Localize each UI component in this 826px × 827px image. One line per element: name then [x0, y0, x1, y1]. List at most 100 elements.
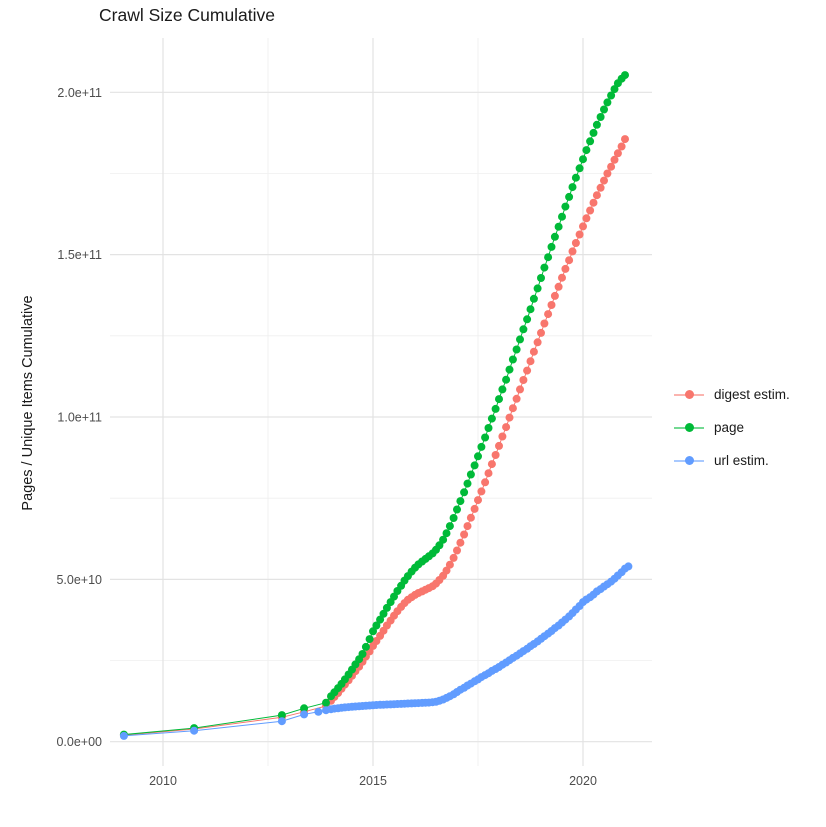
- data-point: [460, 488, 469, 497]
- data-point: [372, 621, 381, 630]
- data-point: [592, 120, 601, 129]
- data-point: [456, 497, 465, 506]
- data-point: [547, 301, 556, 309]
- data-point: [477, 487, 486, 496]
- data-point: [300, 710, 309, 719]
- data-point: [544, 253, 553, 262]
- legend-label-page: page: [714, 420, 745, 435]
- data-point: [491, 451, 500, 459]
- data-point: [519, 325, 528, 334]
- data-point: [508, 355, 517, 364]
- data-point: [487, 414, 496, 423]
- data-point: [533, 338, 542, 347]
- data-point: [523, 366, 532, 375]
- data-point: [600, 176, 608, 185]
- data-point: [565, 256, 574, 265]
- data-point: [589, 128, 598, 137]
- y-tick-label: 1.5e+11: [57, 248, 102, 262]
- data-point: [119, 731, 128, 740]
- data-point: [571, 173, 580, 182]
- data-point: [491, 404, 500, 413]
- data-point: [470, 461, 479, 470]
- y-tick-label: 5.0e+10: [56, 573, 102, 587]
- data-point: [502, 375, 511, 384]
- data-point: [487, 460, 496, 469]
- x-tick-label: 2015: [359, 774, 387, 788]
- data-point: [463, 522, 472, 531]
- data-point: [579, 222, 587, 231]
- data-point: [466, 513, 475, 522]
- data-point: [540, 263, 549, 272]
- data-point: [322, 698, 330, 707]
- data-point: [575, 164, 584, 173]
- data-point: [460, 530, 469, 539]
- data-point: [621, 135, 629, 144]
- data-point: [190, 726, 199, 735]
- data-point: [470, 504, 479, 513]
- data-point: [502, 423, 511, 432]
- data-point: [481, 433, 490, 442]
- data-point: [582, 214, 591, 223]
- data-point: [442, 529, 451, 538]
- data-point: [439, 535, 448, 544]
- data-point: [540, 319, 549, 328]
- data-point: [463, 479, 472, 488]
- data-point: [484, 469, 493, 478]
- data-point: [519, 376, 528, 384]
- data-point: [582, 146, 591, 155]
- data-point: [526, 305, 535, 314]
- legend-item-page: page: [672, 411, 790, 444]
- data-point: [610, 155, 619, 164]
- data-point: [607, 162, 616, 171]
- data-point: [314, 707, 323, 716]
- data-point: [586, 137, 595, 146]
- data-point: [621, 71, 629, 80]
- data-point: [277, 717, 286, 726]
- data-point: [449, 514, 458, 522]
- data-point: [526, 357, 535, 366]
- y-tick-label: 1.0e+11: [57, 411, 102, 425]
- data-point: [474, 452, 482, 461]
- legend-item-digest: digest estim.: [672, 378, 790, 411]
- data-point: [508, 404, 517, 413]
- data-point: [484, 424, 493, 432]
- data-point: [554, 282, 563, 291]
- data-point: [550, 232, 559, 241]
- legend-label-digest: digest estim.: [714, 387, 790, 402]
- legend-key-digest-icon: [672, 385, 706, 405]
- data-point: [382, 603, 391, 612]
- data-point: [596, 113, 605, 121]
- data-point: [365, 635, 374, 644]
- data-point: [610, 85, 619, 94]
- data-point: [498, 385, 507, 394]
- legend-key-url-icon: [672, 451, 706, 471]
- data-point: [376, 615, 385, 624]
- data-point: [369, 627, 377, 636]
- data-point: [512, 345, 521, 354]
- data-point: [603, 98, 612, 107]
- data-point: [453, 546, 461, 555]
- data-point: [617, 142, 626, 151]
- data-point: [529, 347, 538, 356]
- data-point: [456, 538, 465, 547]
- data-point: [579, 155, 587, 164]
- data-point: [523, 315, 532, 324]
- data-point: [474, 496, 482, 505]
- data-point: [544, 310, 553, 319]
- data-point: [495, 395, 503, 404]
- data-point: [529, 294, 538, 303]
- data-point: [537, 328, 545, 337]
- data-point: [495, 441, 503, 450]
- data-point: [379, 609, 388, 618]
- data-point: [358, 650, 367, 658]
- data-point: [442, 566, 451, 575]
- data-point: [592, 191, 601, 200]
- legend-item-url: url estim.: [672, 444, 790, 477]
- data-point: [565, 192, 574, 201]
- legend-key-page-icon: [672, 418, 706, 438]
- data-point: [586, 206, 595, 215]
- x-tick-label: 2010: [149, 774, 177, 788]
- data-point: [516, 335, 524, 344]
